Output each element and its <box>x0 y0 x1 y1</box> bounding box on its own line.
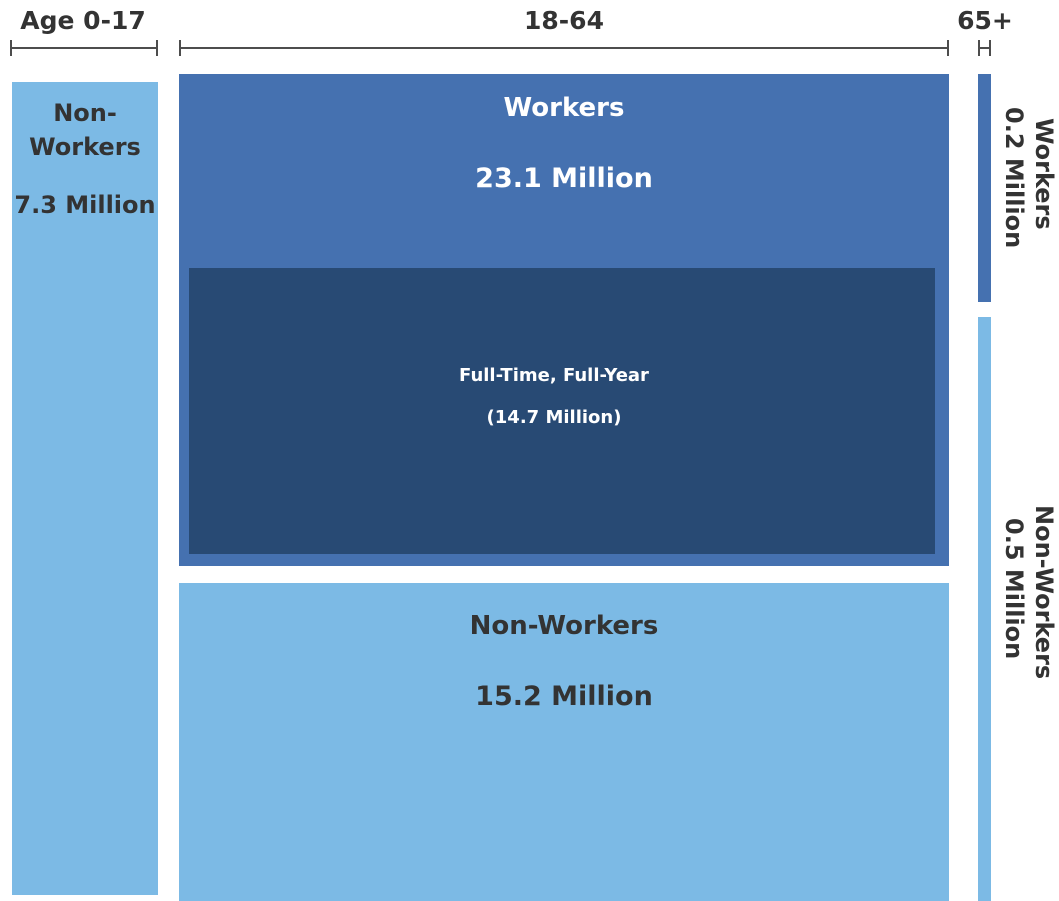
senior-workers-label: Workers <box>1030 118 1058 230</box>
adult-nonworkers-label: Non-Workers <box>469 611 659 641</box>
adult-nonworkers-value: 15.2 Million <box>475 681 653 712</box>
age-0-17-bracket <box>10 40 158 56</box>
senior-nonworkers-label: Non-Workers <box>1030 505 1058 680</box>
adult-workers-value: 23.1 Million <box>475 163 653 194</box>
child-nonworkers-label: Non- Workers <box>29 99 141 161</box>
age-0-17-header: Age 0-17 <box>20 6 146 35</box>
senior-workers-bar <box>978 74 991 302</box>
senior-workers-value: 0.2 Million <box>1000 107 1028 249</box>
child-nonworkers-value: 7.3 Million <box>14 191 156 219</box>
adult-workers-label: Workers <box>503 93 625 123</box>
adult-fulltime-block: Full-Time, Full-Year (14.7 Million) <box>189 268 935 554</box>
adult-nonworkers-block: Non-Workers 15.2 Million <box>179 583 949 901</box>
age-65-plus-bracket <box>978 40 991 56</box>
age-18-64-header: 18-64 <box>524 6 604 35</box>
child-nonworkers-block: Non- Workers 7.3 Million <box>12 82 158 895</box>
adult-fulltime-label: Full-Time, Full-Year <box>459 365 649 386</box>
adult-fulltime-value: (14.7 Million) <box>486 407 622 428</box>
senior-nonworkers-bar <box>978 317 991 901</box>
adult-workers-block: Workers 23.1 Million Full-Time, Full-Yea… <box>179 74 949 566</box>
age-18-64-bracket <box>179 40 949 56</box>
senior-nonworkers-value: 0.5 Million <box>1000 518 1028 660</box>
age-65-plus-header: 65+ <box>957 6 1013 35</box>
